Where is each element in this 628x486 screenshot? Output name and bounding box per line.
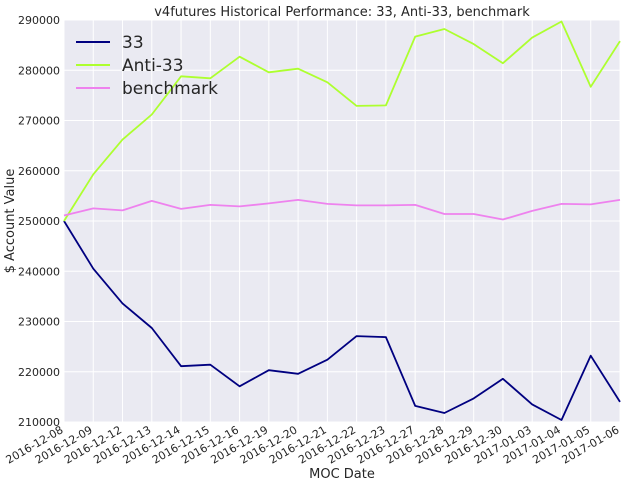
y-axis-label: $ Account Value	[3, 169, 18, 274]
y-tick-label: 270000	[18, 115, 60, 128]
y-tick-label: 290000	[18, 14, 60, 27]
y-tick-label: 210000	[18, 416, 60, 429]
chart-title: v4futures Historical Performance: 33, An…	[154, 5, 530, 20]
y-tick-label: 250000	[18, 215, 60, 228]
legend-label-33: 33	[122, 33, 144, 53]
legend-label-benchmark: benchmark	[122, 79, 218, 99]
series-lines	[63, 20, 621, 421]
y-tick-label: 280000	[18, 64, 60, 77]
y-tick-label: 230000	[18, 316, 60, 329]
y-tick-label: 260000	[18, 165, 60, 178]
x-tick-labels: 2016-12-082016-12-092016-12-122016-12-13…	[4, 423, 622, 466]
legend-label-anti-33: Anti-33	[122, 56, 184, 76]
x-axis-label: MOC Date	[309, 467, 375, 482]
legend: 33 Anti-33 benchmark	[76, 33, 218, 99]
y-tick-label: 220000	[18, 366, 60, 379]
series-line-33	[63, 220, 621, 421]
y-tick-label: 240000	[18, 265, 60, 278]
series-line-anti-33	[63, 20, 621, 222]
y-tick-labels: 210000 220000 230000 240000 250000 260000 2700…	[18, 14, 60, 429]
series-line-benchmark	[63, 198, 621, 221]
